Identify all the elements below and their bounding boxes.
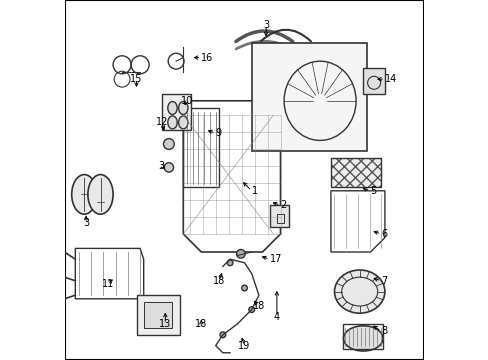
Ellipse shape — [163, 139, 174, 149]
Text: 14: 14 — [384, 74, 396, 84]
Ellipse shape — [88, 175, 113, 214]
Bar — [162, 94, 190, 130]
Bar — [330, 158, 381, 187]
Ellipse shape — [72, 175, 97, 214]
Text: 8: 8 — [381, 326, 386, 336]
Bar — [343, 324, 382, 349]
Text: 6: 6 — [381, 229, 386, 239]
Ellipse shape — [178, 102, 187, 114]
Bar — [183, 108, 219, 187]
Ellipse shape — [220, 332, 225, 338]
Ellipse shape — [167, 116, 177, 129]
Bar — [330, 158, 381, 187]
Bar — [143, 302, 172, 328]
Bar — [251, 43, 366, 151]
Ellipse shape — [236, 249, 244, 258]
Bar — [276, 214, 284, 223]
FancyArrowPatch shape — [235, 31, 292, 41]
Text: 16: 16 — [201, 53, 213, 63]
Text: 18: 18 — [252, 301, 264, 311]
Text: 19: 19 — [238, 341, 250, 351]
Text: 2: 2 — [280, 200, 286, 210]
Text: 13: 13 — [159, 319, 171, 329]
Ellipse shape — [227, 260, 232, 266]
Text: 9: 9 — [215, 128, 222, 138]
Text: 3: 3 — [263, 20, 268, 30]
Text: 18: 18 — [195, 319, 207, 329]
Text: 17: 17 — [269, 254, 282, 264]
Text: 18: 18 — [213, 276, 225, 286]
Ellipse shape — [241, 285, 247, 291]
Ellipse shape — [343, 326, 382, 351]
Text: 15: 15 — [130, 74, 142, 84]
Bar — [269, 205, 289, 227]
Text: 12: 12 — [155, 117, 167, 127]
Text: 3: 3 — [83, 218, 89, 228]
Ellipse shape — [334, 270, 384, 313]
Text: 10: 10 — [181, 96, 193, 106]
Text: 11: 11 — [102, 279, 114, 289]
Ellipse shape — [178, 116, 187, 129]
Text: 4: 4 — [273, 312, 280, 322]
Text: 1: 1 — [251, 186, 257, 196]
Bar — [363, 68, 384, 94]
FancyArrowPatch shape — [236, 41, 292, 49]
Ellipse shape — [164, 163, 173, 172]
Bar — [136, 295, 179, 335]
Ellipse shape — [248, 307, 254, 312]
Text: 5: 5 — [370, 186, 376, 196]
Text: 3: 3 — [158, 161, 164, 171]
Ellipse shape — [167, 102, 177, 114]
FancyArrowPatch shape — [261, 30, 310, 41]
Text: 7: 7 — [381, 276, 387, 286]
